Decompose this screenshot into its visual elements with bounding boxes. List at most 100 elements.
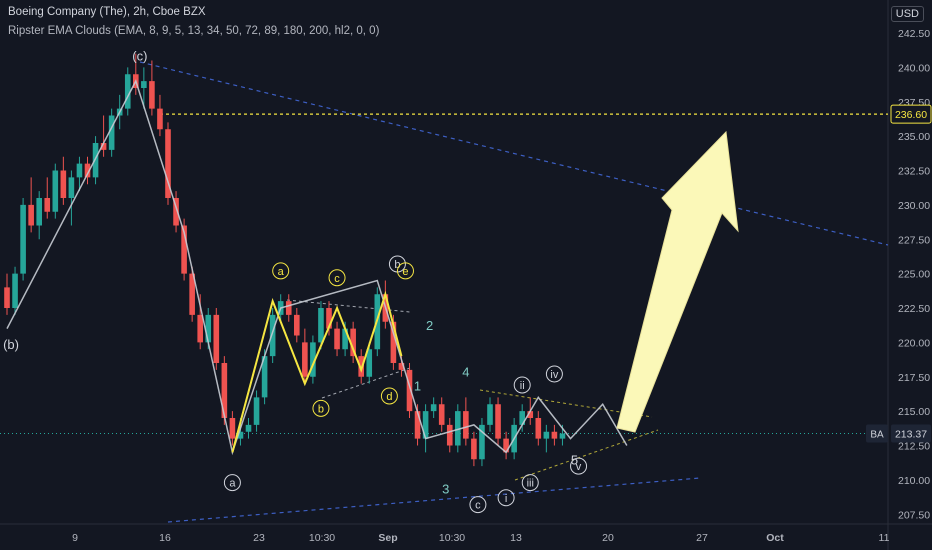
currency-button[interactable]: USD [890,6,924,22]
time-tick-label: 16 [159,532,171,544]
candle-body [165,129,171,198]
candle-body [149,81,155,109]
wave-label-text: (c) [132,48,147,63]
wave-label-circle [570,457,588,475]
wave-label-circle [545,365,563,383]
candle-body [535,418,542,439]
time-tick-label: 9 [72,532,78,544]
wave-label: 5 [571,453,578,468]
candle-body [479,424,485,460]
candle-body [455,411,461,446]
candle [446,418,453,453]
candle-body [285,301,292,315]
candle [463,397,469,446]
target-arrow [616,130,739,433]
wave-label-text: e [402,266,408,278]
elliott-wave-yellow [231,290,403,453]
candle [358,349,364,384]
candle-body [326,308,332,329]
candle [245,418,252,439]
candle-body [318,308,324,343]
candle [100,115,107,157]
price-tick-label: 242.50 [898,28,930,40]
candle [36,191,42,240]
symbol-tag-bg [866,424,888,443]
time-tick-label: 10:30 [309,532,335,544]
wave-label: v [570,457,588,475]
price-tick-label: 232.50 [898,166,930,178]
wave-label: a [223,474,241,492]
candle [422,404,429,453]
candle-body [12,273,18,308]
wave-label: iv [545,365,563,383]
candle [366,342,373,384]
wave-label: c [328,269,346,287]
candle-body [157,108,163,130]
price-tick-label: 215.00 [898,406,930,418]
candle-body [36,198,42,226]
candle-body [527,411,534,418]
candle [157,94,163,137]
wave-label-text: ii [520,380,525,392]
candle [326,301,332,336]
candle-body [438,404,445,425]
current-price-badge: BA 213.37 [866,424,931,443]
candle-body [310,342,316,377]
wave-label-text: 5 [571,453,578,468]
candle-body [487,404,493,425]
candle-body [52,170,59,212]
candle-body [4,287,10,308]
candle-body [44,198,51,212]
candle [406,363,413,418]
candle [471,431,477,467]
candle-body [406,369,413,412]
candle [4,273,10,315]
candle-body [181,225,187,274]
candle [213,308,220,370]
candle-body [229,418,236,439]
current-price-bg [891,424,931,443]
price-tick-label: 217.50 [898,372,930,384]
indicator-legend[interactable]: Ripster EMA Clouds (EMA, 8, 9, 5, 13, 34… [8,25,380,37]
wave-label-circle [223,474,241,492]
wave-label-text: c [334,273,340,285]
candle [487,397,493,432]
candle-body [213,314,220,363]
candle-body [559,433,566,439]
candle-body [100,143,107,150]
time-tick-label: Sep [378,532,397,544]
candle [165,122,171,205]
candle [60,156,67,205]
candle [12,266,18,315]
candle [479,418,485,467]
wave-label-text: a [278,266,285,278]
candle [285,294,292,322]
time-tick-label: 10:30 [439,532,465,544]
candle-body [237,431,244,439]
candle [310,335,316,384]
candle-body [108,115,115,150]
candle-body [551,431,558,439]
price-tick-label: 220.00 [898,337,930,349]
candle [173,191,179,233]
time-tick-label: 27 [696,532,708,544]
candle [503,431,509,460]
upper-trendline [139,61,889,246]
candle-body [543,431,550,439]
wave-label-circle [497,489,515,507]
wave-label-text: 3 [442,482,449,497]
triangle-lower-line [514,429,659,481]
wave-label: iii [521,474,539,492]
candle [294,308,300,343]
candle-body [430,404,437,412]
candle-body [471,438,477,460]
candle-body [446,424,453,446]
candle [149,60,155,116]
wave-label: 4 [462,365,469,380]
candle-body [141,81,147,88]
time-tick-label: 20 [602,532,614,544]
candle-body [342,328,348,350]
candle-body [422,411,429,439]
